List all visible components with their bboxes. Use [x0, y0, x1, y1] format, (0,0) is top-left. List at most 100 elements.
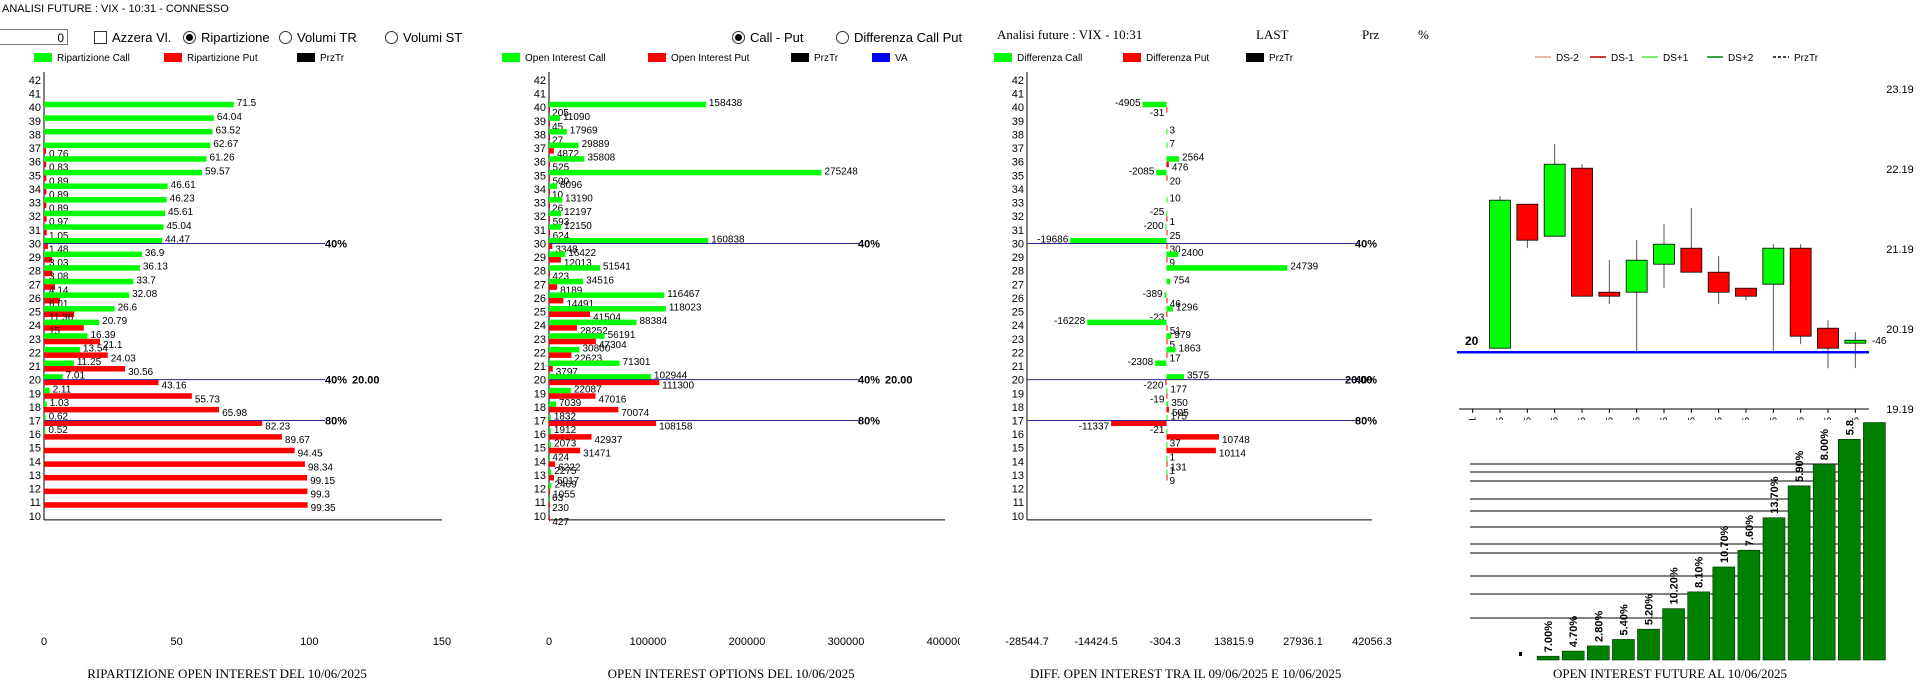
- call-bar: [1166, 387, 1168, 394]
- control-bar: 0 Azzera Vl. Ripartizione Volumi TR Volu…: [0, 20, 1000, 54]
- call-bar: [1166, 374, 1184, 380]
- put-bar: [44, 297, 60, 304]
- legend-label: Open Interest Call: [525, 53, 606, 64]
- call-bar: [44, 169, 203, 176]
- y-tick-label: 34: [29, 184, 41, 196]
- bar-pct-label: 2.80%: [1593, 611, 1605, 642]
- prz-label: Prz: [1362, 27, 1380, 42]
- y-tick-label: 42: [29, 75, 41, 87]
- call-value-label: 59.57: [205, 166, 230, 177]
- call-bar: [549, 265, 601, 271]
- reference-pct-label: 80%: [325, 416, 347, 428]
- call-bar: [44, 128, 213, 135]
- put-bar: [1166, 297, 1168, 304]
- call-bar: [1166, 333, 1172, 339]
- call-bar: [549, 483, 552, 489]
- put-value-label: 0.89: [49, 190, 69, 201]
- put-value-label: 0.89: [49, 204, 69, 215]
- radio-ripartizione[interactable]: Ripartizione: [183, 28, 270, 48]
- call-bar: [549, 183, 558, 189]
- call-value-label: 1912: [554, 425, 577, 436]
- x-tick-label: -14424.5: [1074, 636, 1117, 648]
- call-bar: [44, 333, 88, 339]
- call-bar: [1142, 101, 1167, 108]
- radio-icon: [836, 31, 849, 44]
- call-bar: [549, 360, 620, 367]
- y-tick-label: 39: [534, 116, 546, 128]
- put-bar: [549, 488, 551, 495]
- y-tick-label: 23: [29, 334, 41, 346]
- call-bar: [1070, 237, 1167, 244]
- call-value-label: 8096: [560, 180, 583, 191]
- call-bar: [44, 346, 80, 353]
- y-tick-label: 13: [534, 470, 546, 482]
- y-tick-label: 19: [1012, 388, 1024, 400]
- put-bar: [549, 406, 619, 413]
- call-bar: [44, 360, 74, 367]
- put-value-label: 624: [553, 231, 570, 242]
- numeric-input[interactable]: 0: [0, 29, 68, 45]
- candle-body: [1735, 287, 1757, 297]
- bar-pct-label: 4.70%: [1568, 616, 1580, 647]
- azzera-checkbox[interactable]: Azzera Vl.: [94, 28, 171, 48]
- put-value-label: 500: [552, 176, 569, 187]
- legend-label: Ripartizione Put: [187, 53, 258, 64]
- radio-call-put[interactable]: Call - Put: [732, 28, 803, 48]
- radio-volumi-st[interactable]: Volumi ST: [385, 28, 462, 48]
- y-tick-label: 14: [534, 456, 546, 468]
- future-oi-bar: [1762, 517, 1786, 661]
- call-value-label: 35808: [587, 153, 615, 164]
- future-oi-bar: [1662, 608, 1685, 661]
- y-tick-label: 23.19: [1886, 84, 1914, 96]
- future-oi-bar: [1787, 485, 1811, 661]
- put-value-label: -23: [1150, 313, 1165, 324]
- call-bar: [549, 415, 551, 421]
- y-tick-label: 19: [29, 388, 41, 400]
- x-tick-label: 21/05/2025: [1495, 417, 1506, 420]
- y-tick-label: 22: [534, 347, 546, 359]
- put-bar: [549, 202, 550, 209]
- call-bar: [44, 142, 211, 149]
- y-tick-label: 21: [1012, 361, 1024, 373]
- put-value-label: 427: [552, 517, 569, 528]
- reference-pct-label: 80%: [1355, 416, 1377, 428]
- legend-label: PrzTr: [814, 53, 839, 64]
- x-tick-label: 29/05/2025: [1632, 417, 1643, 420]
- reference-price-label: 20.00: [352, 375, 380, 387]
- y-tick-label: 30: [534, 238, 546, 250]
- legend-swatch: [297, 53, 315, 62]
- call-value-label: 11.25: [77, 357, 102, 368]
- y-tick-label: 19: [534, 388, 546, 400]
- radio-diff-call-put[interactable]: Differenza Call Put: [836, 28, 962, 48]
- put-bar: [1166, 257, 1168, 263]
- call-value-label: 0.52: [48, 425, 68, 436]
- radio-volumi-tr[interactable]: Volumi TR: [279, 28, 357, 48]
- y-tick-label: 11: [1013, 497, 1024, 509]
- call-bar: [549, 306, 666, 312]
- call-value-label: 2073: [554, 439, 577, 450]
- put-value-label: 47016: [599, 394, 627, 405]
- put-bar: [549, 148, 554, 154]
- future-oi-bar: [1519, 652, 1522, 656]
- call-value-label: 10: [1170, 194, 1182, 205]
- put-bar: [549, 515, 550, 522]
- y-tick-label: 38: [534, 129, 546, 141]
- put-bar: [44, 216, 47, 222]
- y-tick-label: 15: [29, 443, 41, 455]
- call-value-label: 63: [552, 493, 564, 504]
- x-tick-label: -28544.7: [1005, 636, 1048, 648]
- put-bar: [1166, 461, 1168, 467]
- put-bar: [1166, 325, 1168, 331]
- call-value-label: 754: [1173, 275, 1190, 286]
- y-tick-label: 21.19: [1886, 244, 1914, 256]
- y-tick-label: 29: [1012, 252, 1024, 264]
- y-tick-label: 13: [29, 470, 41, 482]
- y-tick-label: 12: [534, 484, 546, 496]
- call-value-label: 16.39: [90, 330, 115, 341]
- y-tick-label: 25: [1012, 307, 1024, 319]
- put-value-label: 505: [1172, 408, 1189, 419]
- put-bar: [44, 243, 48, 249]
- y-tick-label: 38: [29, 129, 41, 141]
- future-oi-bar: [1812, 463, 1836, 661]
- call-value-label: 71301: [623, 357, 651, 368]
